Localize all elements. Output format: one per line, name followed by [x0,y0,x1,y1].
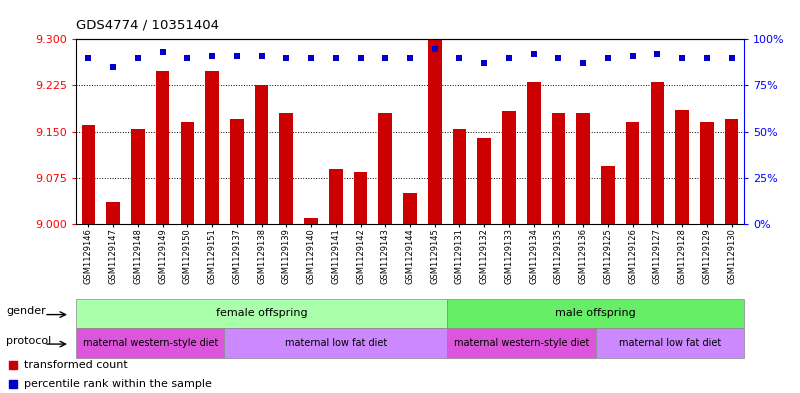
Point [330,55,342,61]
Point [305,55,318,61]
Bar [378,113,392,224]
Text: maternal low fat diet: maternal low fat diet [618,338,721,348]
Bar [626,123,639,224]
Bar [354,172,367,224]
Point [131,55,144,61]
Point [106,64,119,70]
Point [280,55,293,61]
Text: gender: gender [6,306,46,316]
Point [403,55,416,61]
Bar [478,138,491,224]
Bar [576,113,590,224]
Bar [254,86,268,224]
Bar [453,129,466,224]
Bar [650,83,664,224]
Bar [601,165,614,224]
Point [478,60,490,66]
Bar [700,123,714,224]
Point [255,53,268,59]
Text: transformed count: transformed count [25,360,128,370]
Bar [675,110,689,224]
Bar [447,328,595,358]
Point [181,55,194,61]
Bar [329,169,342,224]
Text: GDS4774 / 10351404: GDS4774 / 10351404 [76,18,219,31]
Bar [76,299,447,328]
Bar [181,123,194,224]
Text: maternal western-style diet: maternal western-style diet [82,338,218,348]
Bar [304,218,318,224]
Bar [230,119,244,224]
Text: percentile rank within the sample: percentile rank within the sample [25,379,212,389]
Bar [82,125,95,224]
Text: maternal low fat diet: maternal low fat diet [285,338,387,348]
Bar [595,328,744,358]
Point [206,53,218,59]
Bar [428,39,442,224]
Bar [403,193,417,224]
Text: female offspring: female offspring [216,309,307,318]
Point [379,55,392,61]
Point [354,55,367,61]
Text: protocol: protocol [6,336,51,345]
Point [230,53,243,59]
Bar [279,113,293,224]
Point [428,45,441,51]
Bar [131,129,145,224]
Text: maternal western-style diet: maternal western-style diet [454,338,589,348]
Point [82,55,94,61]
Point [626,53,639,59]
Bar [156,71,170,224]
Point [602,55,614,61]
Bar [225,328,447,358]
Point [527,51,540,57]
Bar [725,119,738,224]
Bar [106,202,120,224]
Point [651,51,664,57]
Bar [76,328,225,358]
Point [453,55,466,61]
Point [726,55,738,61]
Point [701,55,714,61]
Bar [552,113,566,224]
Text: male offspring: male offspring [555,309,636,318]
Point [676,55,689,61]
Bar [527,83,541,224]
Bar [447,299,744,328]
Bar [502,111,516,224]
Point [502,55,515,61]
Point [156,49,169,55]
Bar [206,71,219,224]
Point [552,55,565,61]
Point [577,60,590,66]
